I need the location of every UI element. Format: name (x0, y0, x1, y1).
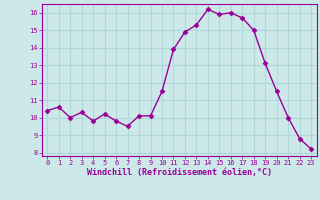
X-axis label: Windchill (Refroidissement éolien,°C): Windchill (Refroidissement éolien,°C) (87, 168, 272, 177)
